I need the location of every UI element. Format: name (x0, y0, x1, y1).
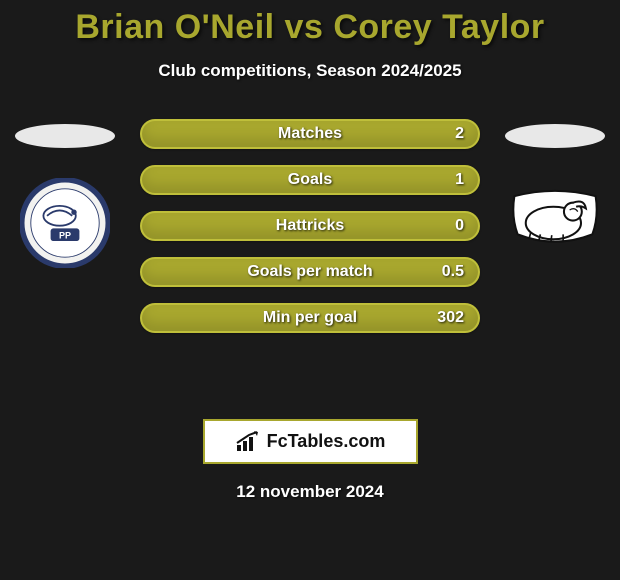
team-badge-right (505, 184, 605, 249)
stat-label: Matches (278, 125, 342, 143)
left-player-column: PP (10, 119, 120, 268)
page-title: Brian O'Neil vs Corey Taylor (0, 0, 620, 47)
player-photo-placeholder-left (15, 124, 115, 148)
stat-bar-matches: Matches 2 (140, 119, 480, 149)
chart-icon (235, 431, 261, 453)
stat-value: 1 (455, 171, 464, 189)
brand-box[interactable]: FcTables.com (203, 419, 418, 464)
stat-value: 302 (437, 309, 464, 327)
stat-value: 0.5 (442, 263, 464, 281)
stat-label: Min per goal (263, 309, 357, 327)
svg-text:PP: PP (59, 230, 71, 240)
date-label: 12 november 2024 (0, 482, 620, 502)
right-player-column (500, 119, 610, 249)
subtitle: Club competitions, Season 2024/2025 (0, 61, 620, 81)
stat-bars: Matches 2 Goals 1 Hattricks 0 Goals per … (140, 119, 480, 349)
stat-bar-goals-per-match: Goals per match 0.5 (140, 257, 480, 287)
player-photo-placeholder-right (505, 124, 605, 148)
comparison-panel: PP Matches 2 Goals 1 Hattri (0, 119, 620, 419)
stat-bar-goals: Goals 1 (140, 165, 480, 195)
stat-label: Goals per match (247, 263, 372, 281)
stat-bar-min-per-goal: Min per goal 302 (140, 303, 480, 333)
stat-label: Goals (288, 171, 332, 189)
brand-text: FcTables.com (267, 431, 386, 452)
stat-value: 0 (455, 217, 464, 235)
team-badge-left: PP (20, 178, 110, 268)
stat-value: 2 (455, 125, 464, 143)
stat-bar-hattricks: Hattricks 0 (140, 211, 480, 241)
stat-label: Hattricks (276, 217, 344, 235)
